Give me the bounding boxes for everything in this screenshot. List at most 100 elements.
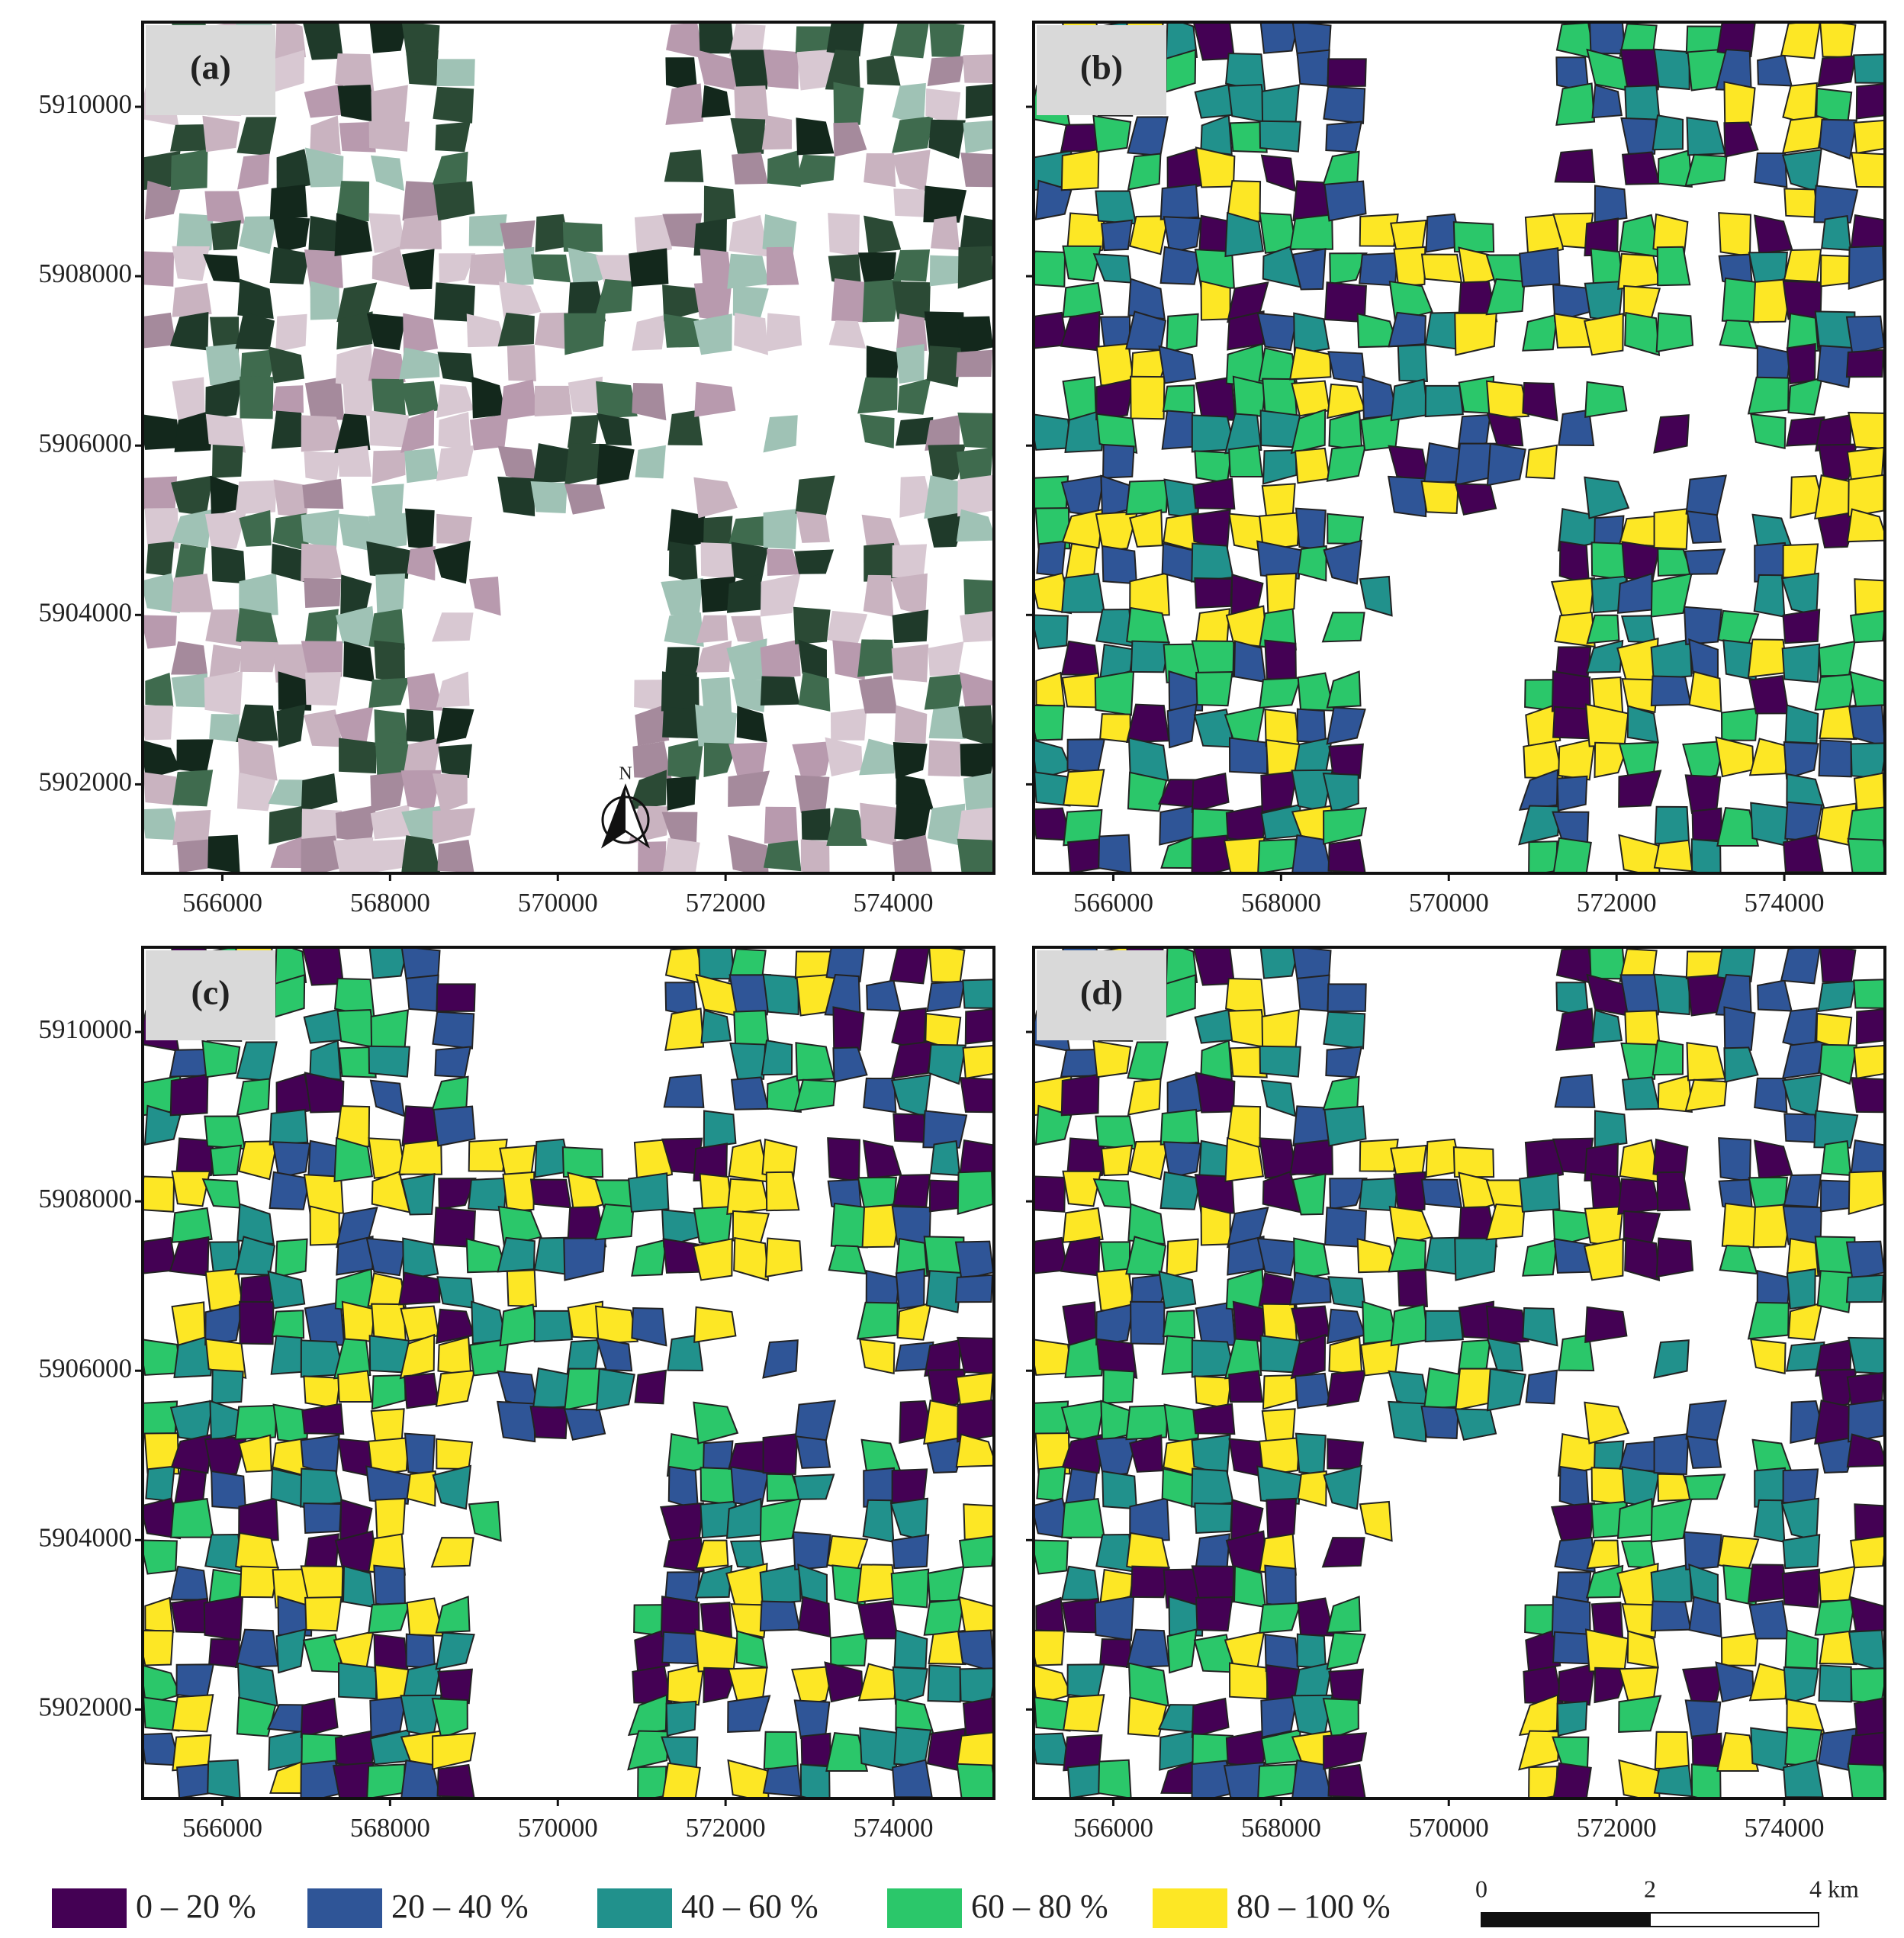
field [1327, 1763, 1366, 1798]
field [432, 1464, 472, 1510]
field [334, 706, 374, 745]
x-tick-label: 574000 [1745, 1813, 1825, 1843]
field [667, 1663, 705, 1706]
field [437, 840, 474, 873]
field [1066, 1663, 1105, 1699]
field [211, 546, 246, 584]
field [1424, 1310, 1464, 1343]
field [1519, 1172, 1561, 1213]
field [1525, 1369, 1558, 1405]
field [693, 313, 732, 355]
field [437, 1668, 473, 1705]
field [762, 1764, 802, 1798]
field [727, 1695, 771, 1733]
field [794, 549, 835, 574]
field [661, 1762, 701, 1798]
field [930, 1140, 961, 1177]
field [1288, 1271, 1332, 1306]
field [1227, 83, 1268, 124]
x-tick-label: 570000 [518, 1813, 598, 1843]
field [1266, 1497, 1298, 1541]
field [1323, 539, 1363, 585]
field [1457, 413, 1491, 449]
field [271, 410, 307, 449]
field [924, 311, 964, 353]
field [728, 24, 766, 58]
field [438, 412, 471, 451]
field [205, 609, 243, 647]
field [1518, 1730, 1561, 1771]
field [1525, 704, 1561, 747]
field [236, 772, 276, 812]
field [629, 248, 669, 287]
field [1094, 1595, 1135, 1641]
field [827, 1137, 860, 1183]
field [1590, 542, 1628, 581]
field [728, 834, 769, 873]
field [272, 513, 310, 552]
field [1780, 947, 1821, 985]
field [667, 1334, 704, 1372]
field [172, 1694, 214, 1733]
field [1748, 1663, 1790, 1702]
scale-label: 2 [1644, 1875, 1656, 1902]
field [532, 1367, 571, 1409]
field [1325, 121, 1362, 153]
field [729, 1540, 765, 1569]
map-layer [143, 947, 994, 1798]
field [334, 413, 371, 454]
field [895, 1237, 928, 1278]
field [763, 1731, 799, 1769]
field [956, 1731, 994, 1771]
field [1423, 442, 1462, 484]
field [734, 313, 768, 355]
x-tick-label: 568000 [350, 1813, 430, 1843]
field [172, 377, 205, 421]
field [633, 1138, 674, 1183]
field [1323, 1105, 1367, 1147]
field [143, 312, 176, 349]
field [1686, 1042, 1726, 1081]
field [1624, 311, 1661, 356]
field [300, 1565, 344, 1605]
field [368, 947, 409, 979]
field [956, 509, 994, 542]
field [1715, 1661, 1754, 1703]
field [143, 1539, 178, 1575]
field [1194, 1502, 1233, 1535]
field [1851, 152, 1885, 188]
field [343, 641, 375, 683]
field [857, 639, 897, 677]
field [143, 476, 178, 516]
field [895, 1268, 925, 1310]
field [1781, 1040, 1825, 1079]
field [305, 671, 342, 706]
field [203, 1595, 244, 1641]
field [407, 673, 443, 711]
field [1688, 670, 1722, 713]
field [1323, 807, 1368, 845]
field [1621, 678, 1659, 714]
field [1716, 807, 1760, 847]
field [236, 1041, 278, 1082]
field [1095, 1115, 1137, 1150]
field [371, 1374, 407, 1410]
field [960, 611, 994, 643]
field [240, 641, 278, 673]
field [1159, 1171, 1202, 1210]
field [497, 445, 539, 484]
field [700, 542, 736, 580]
field [1551, 670, 1591, 712]
field [371, 246, 410, 288]
field [660, 1596, 700, 1637]
field [692, 1238, 733, 1281]
field [929, 22, 965, 58]
field [793, 1078, 837, 1112]
field [1062, 1170, 1102, 1207]
field [1224, 1136, 1265, 1183]
field [300, 1697, 339, 1739]
field [1262, 1374, 1298, 1410]
field [236, 1078, 271, 1116]
field [1750, 413, 1787, 450]
field [436, 513, 472, 544]
